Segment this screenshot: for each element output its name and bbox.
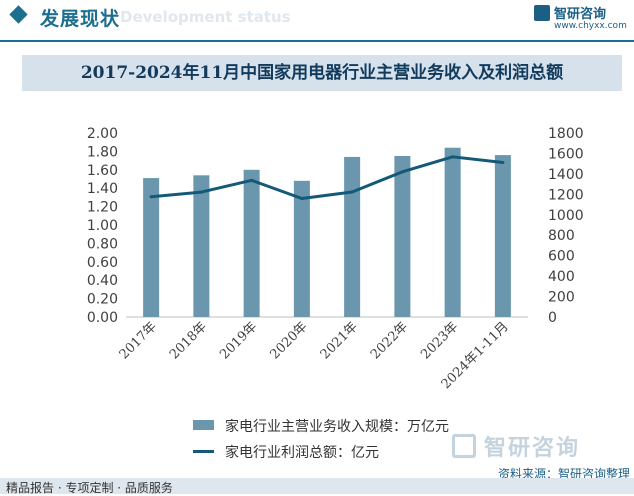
y-left-tick-label: 0.00: [87, 310, 118, 326]
section-subtitle: Development status: [120, 8, 291, 26]
x-tick-label: 2020年: [268, 319, 311, 362]
line-point: [149, 195, 153, 199]
line-point: [501, 161, 505, 165]
legend-item-revenue: 家电行业主营业务收入规模：万亿元: [193, 416, 493, 438]
chart-title: 2017-2024年11月中国家用电器行业主营业务收入及利润总额: [80, 63, 564, 83]
legend-label-profit: 家电行业利润总额：亿元: [225, 445, 379, 461]
y-left-tick-label: 1.00: [87, 218, 118, 234]
y-left-tick-label: 1.40: [87, 181, 118, 197]
x-tick-label: 2022年: [368, 319, 411, 362]
y-right-tick-label: 1000: [548, 208, 584, 224]
legend-swatch-profit: [193, 450, 214, 453]
bar: [143, 178, 160, 317]
line-point: [250, 178, 254, 182]
x-tick-label: 2019年: [217, 319, 260, 362]
y-right-tick-label: 1400: [548, 167, 584, 183]
y-right-tick-label: 0: [548, 310, 557, 326]
header-divider: [0, 40, 634, 42]
legend-label-revenue: 家电行业主营业务收入规模：万亿元: [225, 419, 449, 435]
y-left-tick-label: 0.60: [87, 255, 118, 271]
bar: [394, 156, 411, 317]
chart-title-band: [22, 55, 622, 91]
logo-name: 智研咨询: [554, 7, 607, 22]
y-left-tick-label: 1.20: [87, 200, 118, 216]
section-title: 发展现状: [40, 8, 121, 30]
line-point: [400, 170, 404, 174]
y-left-tick-label: 0.40: [87, 273, 118, 289]
y-right-tick-label: 1800: [548, 126, 584, 142]
chart-legend: 家电行业主营业务收入规模：万亿元 家电行业利润总额：亿元: [193, 416, 493, 468]
brand-logo: 智研咨询 www.chyxx.com: [534, 2, 627, 36]
watermark: 智研咨询: [452, 430, 622, 468]
x-tick-label: 2023年: [418, 319, 461, 362]
bar: [243, 169, 260, 317]
y-right-tick-label: 400: [548, 269, 575, 285]
y-left-tick-label: 2.00: [87, 126, 118, 142]
legend-swatch-revenue: [193, 420, 214, 430]
watermark-icon: [452, 434, 476, 458]
y-left-tick-label: 1.60: [87, 163, 118, 179]
logo-icon: [534, 5, 550, 21]
watermark-text: 智研咨询: [484, 436, 581, 461]
legend-item-profit: 家电行业利润总额：亿元: [193, 442, 493, 464]
bar: [293, 180, 310, 317]
line-point: [199, 190, 203, 194]
source-note: 资料来源：智研咨询整理: [497, 467, 630, 481]
header: Development status 发展现状 智研咨询 www.chyxx.c…: [0, 0, 634, 38]
y-right-tick-label: 1600: [548, 146, 584, 162]
y-right-tick-label: 600: [548, 249, 575, 265]
y-right-tick-label: 800: [548, 228, 575, 244]
bar: [494, 155, 511, 317]
bar: [444, 147, 461, 317]
y-right-tick-label: 200: [548, 290, 575, 306]
line-point: [451, 155, 455, 159]
footer-band: [0, 478, 634, 494]
footer-text: 精品报告 · 专项定制 · 品质服务: [6, 481, 173, 495]
line-point: [300, 197, 304, 201]
y-left-tick-label: 0.80: [87, 236, 118, 252]
bar: [344, 156, 361, 317]
line-point: [350, 190, 354, 194]
x-tick-label: 2017年: [117, 319, 160, 362]
bar: [193, 175, 210, 317]
logo-url: www.chyxx.com: [554, 21, 627, 31]
y-left-tick-label: 0.20: [87, 292, 118, 308]
line-series-profit: [150, 155, 504, 201]
x-tick-label: 2018年: [167, 319, 210, 362]
y-right-tick-label: 1200: [548, 187, 584, 203]
x-tick-label: 2021年: [318, 319, 361, 362]
y-left-tick-label: 1.80: [87, 144, 118, 160]
